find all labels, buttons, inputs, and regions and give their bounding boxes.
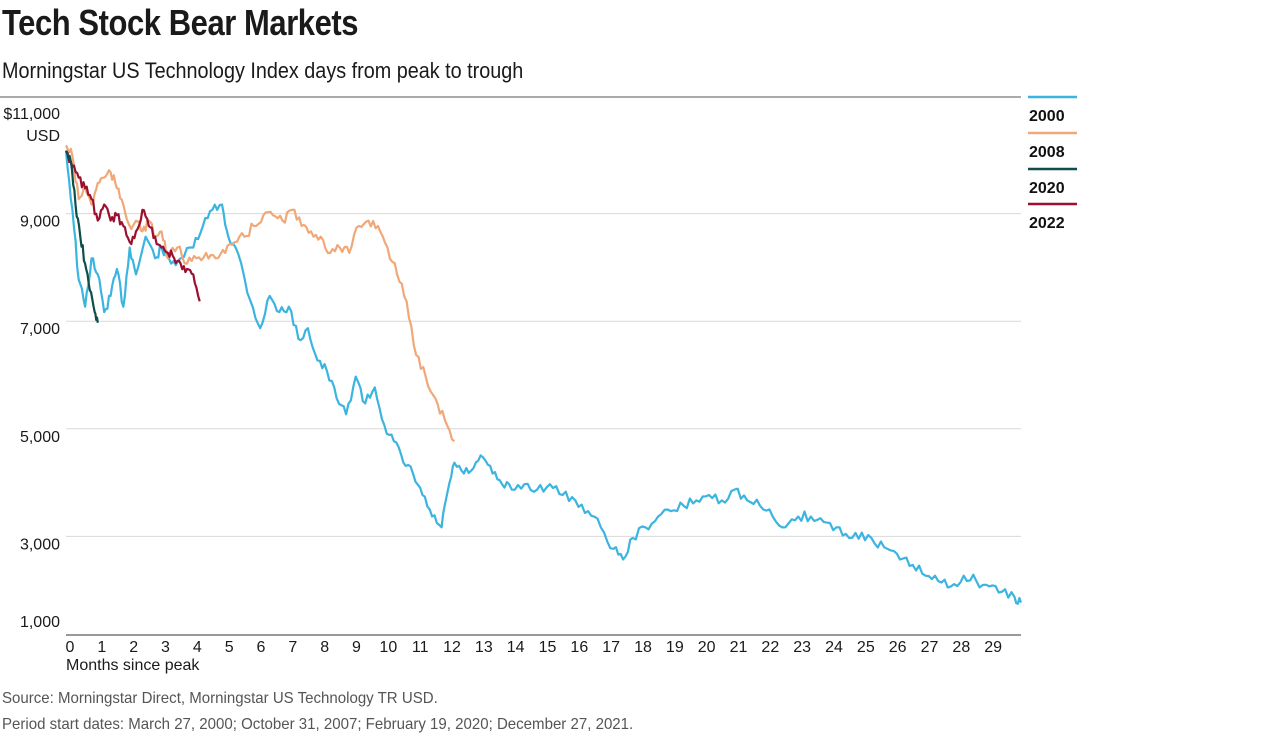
x-tick-label: 24 bbox=[825, 639, 843, 656]
y-tick-label: 9,000 bbox=[20, 214, 60, 231]
legend-label-2020: 2020 bbox=[1029, 180, 1065, 197]
x-tick-label: 29 bbox=[984, 639, 1002, 656]
x-tick-label: 18 bbox=[634, 639, 652, 656]
y-tick-label: 3,000 bbox=[20, 536, 60, 553]
x-tick-label: 9 bbox=[352, 639, 361, 656]
chart-subtitle: Morningstar US Technology Index days fro… bbox=[2, 58, 524, 83]
x-tick-label: 0 bbox=[66, 639, 75, 656]
x-tick-label: 12 bbox=[443, 639, 461, 656]
series-line-2000 bbox=[64, 150, 1023, 605]
legend-label-2022: 2022 bbox=[1029, 215, 1065, 232]
x-axis-title: Months since peak bbox=[66, 657, 200, 674]
x-tick-label: 6 bbox=[257, 639, 266, 656]
x-tick-label: 22 bbox=[761, 639, 779, 656]
x-tick-label: 13 bbox=[475, 639, 493, 656]
chart-title: Tech Stock Bear Markets bbox=[2, 2, 359, 43]
x-tick-label: 27 bbox=[921, 639, 939, 656]
x-tick-label: 4 bbox=[193, 639, 202, 656]
x-tick-label: 21 bbox=[730, 639, 748, 656]
x-tick-label: 5 bbox=[225, 639, 234, 656]
source-note: Source: Morningstar Direct, Morningstar … bbox=[2, 690, 438, 707]
x-tick-label: 15 bbox=[539, 639, 557, 656]
legend: 2000 2008 2020 2022 bbox=[1028, 95, 1077, 232]
y-axis: $11,000 9,000 7,000 5,000 3,000 1,000 USD bbox=[3, 106, 60, 631]
x-tick-label: 3 bbox=[161, 639, 170, 656]
legend-label-2000: 2000 bbox=[1029, 108, 1065, 125]
x-tick-label: 7 bbox=[288, 639, 297, 656]
x-tick-label: 14 bbox=[507, 639, 525, 656]
series-line-2008 bbox=[64, 144, 456, 443]
series-line-2020 bbox=[65, 150, 99, 323]
x-tick-label: 1 bbox=[97, 639, 106, 656]
x-tick-label: 17 bbox=[602, 639, 620, 656]
x-tick-label: 2 bbox=[129, 639, 138, 656]
x-axis: 0 1 2 3 4 5 6 7 8 9 10 11 12 13 14 15 16 17 18 19 20 21 22 23 24… bbox=[66, 634, 1021, 674]
x-tick-label: 26 bbox=[889, 639, 907, 656]
x-tick-label: 8 bbox=[320, 639, 329, 656]
legend-label-2008: 2008 bbox=[1029, 144, 1065, 161]
x-tick-label: 11 bbox=[412, 639, 429, 656]
x-tick-label: 10 bbox=[379, 639, 397, 656]
period-note: Period start dates: March 27, 2000; Octo… bbox=[2, 716, 634, 733]
series-lines bbox=[64, 144, 1023, 605]
y-tick-label: $11,000 bbox=[3, 106, 60, 123]
series-line-2022 bbox=[65, 150, 201, 302]
x-tick-label: 16 bbox=[570, 639, 588, 656]
y-tick-label: 1,000 bbox=[20, 614, 60, 631]
x-tick-label: 28 bbox=[952, 639, 970, 656]
y-unit-label: USD bbox=[26, 128, 60, 145]
x-tick-label: 19 bbox=[666, 639, 684, 656]
grid bbox=[0, 96, 1021, 537]
y-tick-label: 5,000 bbox=[20, 429, 60, 446]
x-tick-label: 25 bbox=[857, 639, 875, 656]
x-tick-label: 23 bbox=[793, 639, 811, 656]
y-tick-label: 7,000 bbox=[20, 321, 60, 338]
x-tick-label: 20 bbox=[698, 639, 716, 656]
